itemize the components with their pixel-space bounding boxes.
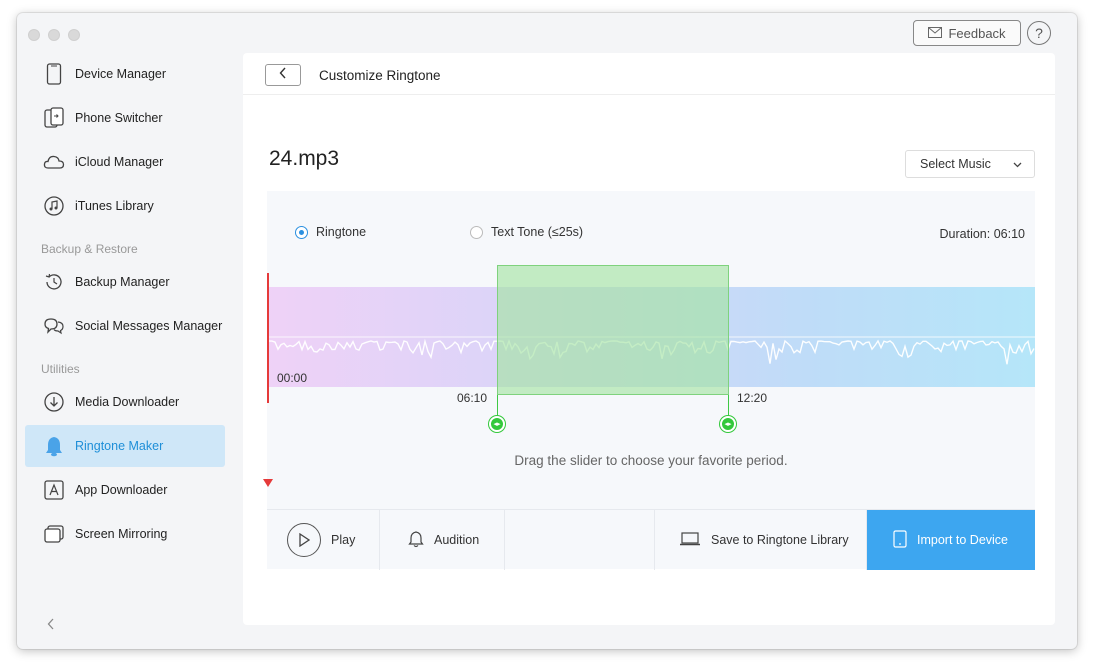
handle-line-start — [497, 395, 498, 421]
selection-start-time: 06:10 — [457, 391, 488, 405]
handle-line-end — [728, 395, 729, 421]
sidebar-item-label: iTunes Library — [75, 199, 154, 213]
mail-icon — [928, 26, 943, 41]
help-button[interactable]: ? — [1027, 21, 1051, 45]
laptop-icon — [679, 531, 701, 549]
sidebar-item-label: Phone Switcher — [75, 111, 163, 125]
back-button[interactable] — [265, 64, 301, 86]
sidebar-item-label: Backup Manager — [75, 275, 170, 289]
music-note-icon — [43, 195, 65, 217]
section-label-utilities: Utilities — [41, 362, 80, 376]
cloud-icon — [43, 151, 65, 173]
radio-label: Text Tone (≤25s) — [491, 225, 584, 239]
sidebar-item-backup-manager[interactable]: Backup Manager — [25, 261, 225, 303]
main-panel: Customize Ringtone 24.mp3 Select Music R… — [243, 53, 1055, 625]
sidebar-item-label: Media Downloader — [75, 395, 180, 409]
phone-icon — [43, 63, 65, 85]
playhead[interactable] — [263, 273, 273, 487]
sidebar-item-label: App Downloader — [75, 483, 168, 497]
sidebar-item-label: Social Messages Manager — [75, 319, 223, 333]
sidebar-item-label: Screen Mirroring — [75, 527, 168, 541]
app-store-icon — [43, 479, 65, 501]
sidebar-item-phone-switcher[interactable]: Phone Switcher — [25, 97, 225, 139]
action-spacer — [505, 510, 655, 570]
selection-end-handle[interactable]: ◂▸ — [720, 416, 736, 432]
sidebar-item-social-messages-manager[interactable]: Social Messages Manager — [25, 305, 225, 347]
feedback-button[interactable]: Feedback — [913, 20, 1021, 46]
page-header: Customize Ringtone — [243, 53, 1055, 95]
audition-button[interactable]: Audition — [380, 510, 505, 570]
drag-arrows-icon: ◂▸ — [724, 421, 732, 428]
radio-selected-icon — [295, 225, 308, 239]
select-music-dropdown[interactable]: Select Music — [905, 150, 1035, 178]
collapse-sidebar-button[interactable] — [47, 617, 55, 633]
import-to-device-button[interactable]: Import to Device — [867, 510, 1035, 570]
duration-label: Duration: 06:10 — [939, 227, 1025, 241]
sidebar-item-screen-mirroring[interactable]: Screen Mirroring — [25, 513, 225, 555]
app-window: Feedback ? Device Manager Phone Switcher… — [17, 13, 1077, 649]
minimize-window-button[interactable] — [48, 29, 60, 41]
select-music-label: Select Music — [920, 157, 991, 171]
time-start-label: 00:00 — [277, 371, 308, 385]
ringtone-mode-radio[interactable]: Ringtone — [295, 225, 366, 239]
drag-hint: Drag the slider to choose your favorite … — [514, 453, 788, 468]
section-label-backup: Backup & Restore — [41, 242, 138, 256]
file-name: 24.mp3 — [269, 147, 340, 170]
save-label: Save to Ringtone Library — [711, 533, 849, 547]
sidebar-item-label: Ringtone Maker — [75, 439, 164, 453]
sidebar-item-media-downloader[interactable]: Media Downloader — [25, 381, 225, 423]
screen-mirror-icon — [43, 523, 65, 545]
selection-start-handle[interactable]: ◂▸ — [489, 416, 505, 432]
page-title: Customize Ringtone — [319, 68, 441, 83]
ringtone-editor: Ringtone Text Tone (≤25s) Duration: 06:1… — [263, 191, 1035, 570]
selection-end-time: 12:20 — [737, 391, 768, 405]
play-label: Play — [331, 533, 356, 547]
selection-range[interactable] — [497, 265, 729, 395]
sidebar-item-label: Device Manager — [75, 67, 167, 81]
chat-icon — [43, 315, 65, 337]
sidebar-item-itunes-library[interactable]: iTunes Library — [25, 185, 225, 227]
download-icon — [43, 391, 65, 413]
sidebar-item-ringtone-maker[interactable]: Ringtone Maker — [25, 425, 225, 467]
texttone-mode-radio[interactable]: Text Tone (≤25s) — [470, 225, 583, 239]
drag-arrows-icon: ◂▸ — [493, 421, 501, 428]
chevron-left-icon — [279, 66, 287, 84]
sidebar: Device Manager Phone Switcher iCloud Man… — [17, 53, 243, 649]
sidebar-item-label: iCloud Manager — [75, 155, 164, 169]
bell-outline-icon — [408, 530, 424, 551]
sidebar-item-device-manager[interactable]: Device Manager — [25, 53, 225, 95]
chevron-down-icon — [1013, 157, 1022, 171]
action-bar: Play Audition Save to Ringtone Library — [267, 509, 1035, 570]
sidebar-item-app-downloader[interactable]: App Downloader — [25, 469, 225, 511]
zoom-window-button[interactable] — [68, 29, 80, 41]
playhead-marker-icon — [263, 479, 273, 487]
play-icon — [287, 523, 321, 557]
audition-label: Audition — [434, 533, 480, 547]
import-label: Import to Device — [917, 533, 1009, 547]
save-to-library-button[interactable]: Save to Ringtone Library — [655, 510, 867, 570]
phone-switch-icon — [43, 107, 65, 129]
sidebar-item-icloud-manager[interactable]: iCloud Manager — [25, 141, 225, 183]
chevron-left-icon — [47, 617, 55, 633]
radio-unselected-icon — [470, 225, 483, 239]
feedback-label: Feedback — [948, 25, 1006, 41]
play-button[interactable]: Play — [267, 510, 380, 570]
close-window-button[interactable] — [28, 29, 40, 41]
device-icon — [893, 529, 907, 551]
history-icon — [43, 271, 65, 293]
radio-label: Ringtone — [316, 225, 367, 239]
window-controls — [28, 29, 80, 41]
bell-icon — [43, 435, 65, 457]
